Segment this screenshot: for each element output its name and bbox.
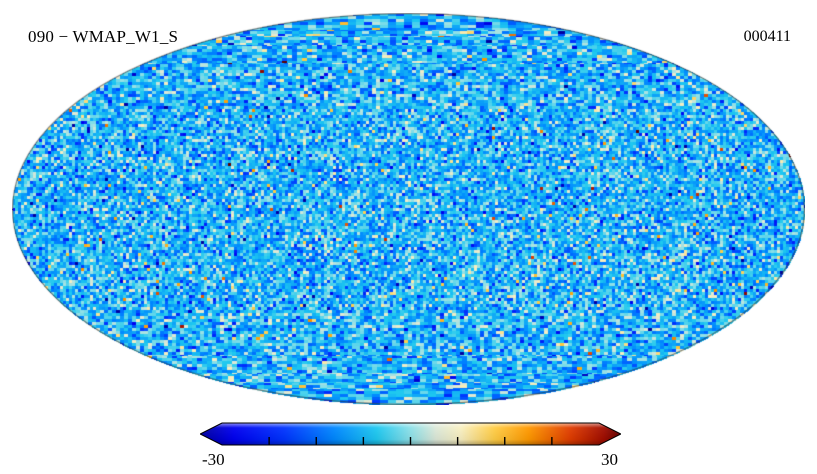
colorbar-outline — [200, 422, 621, 446]
colorbar-shading — [200, 423, 621, 445]
sky-map-canvas — [12, 13, 805, 405]
colorbar-min-label: -30 — [202, 450, 225, 469]
mollweide-sky-map — [12, 13, 805, 405]
colorbar: -30 30 — [200, 421, 621, 474]
colorbar-gradient — [200, 422, 621, 446]
colorbar-max-label: 30 — [601, 450, 618, 469]
colorbar-ticks — [268, 437, 553, 445]
